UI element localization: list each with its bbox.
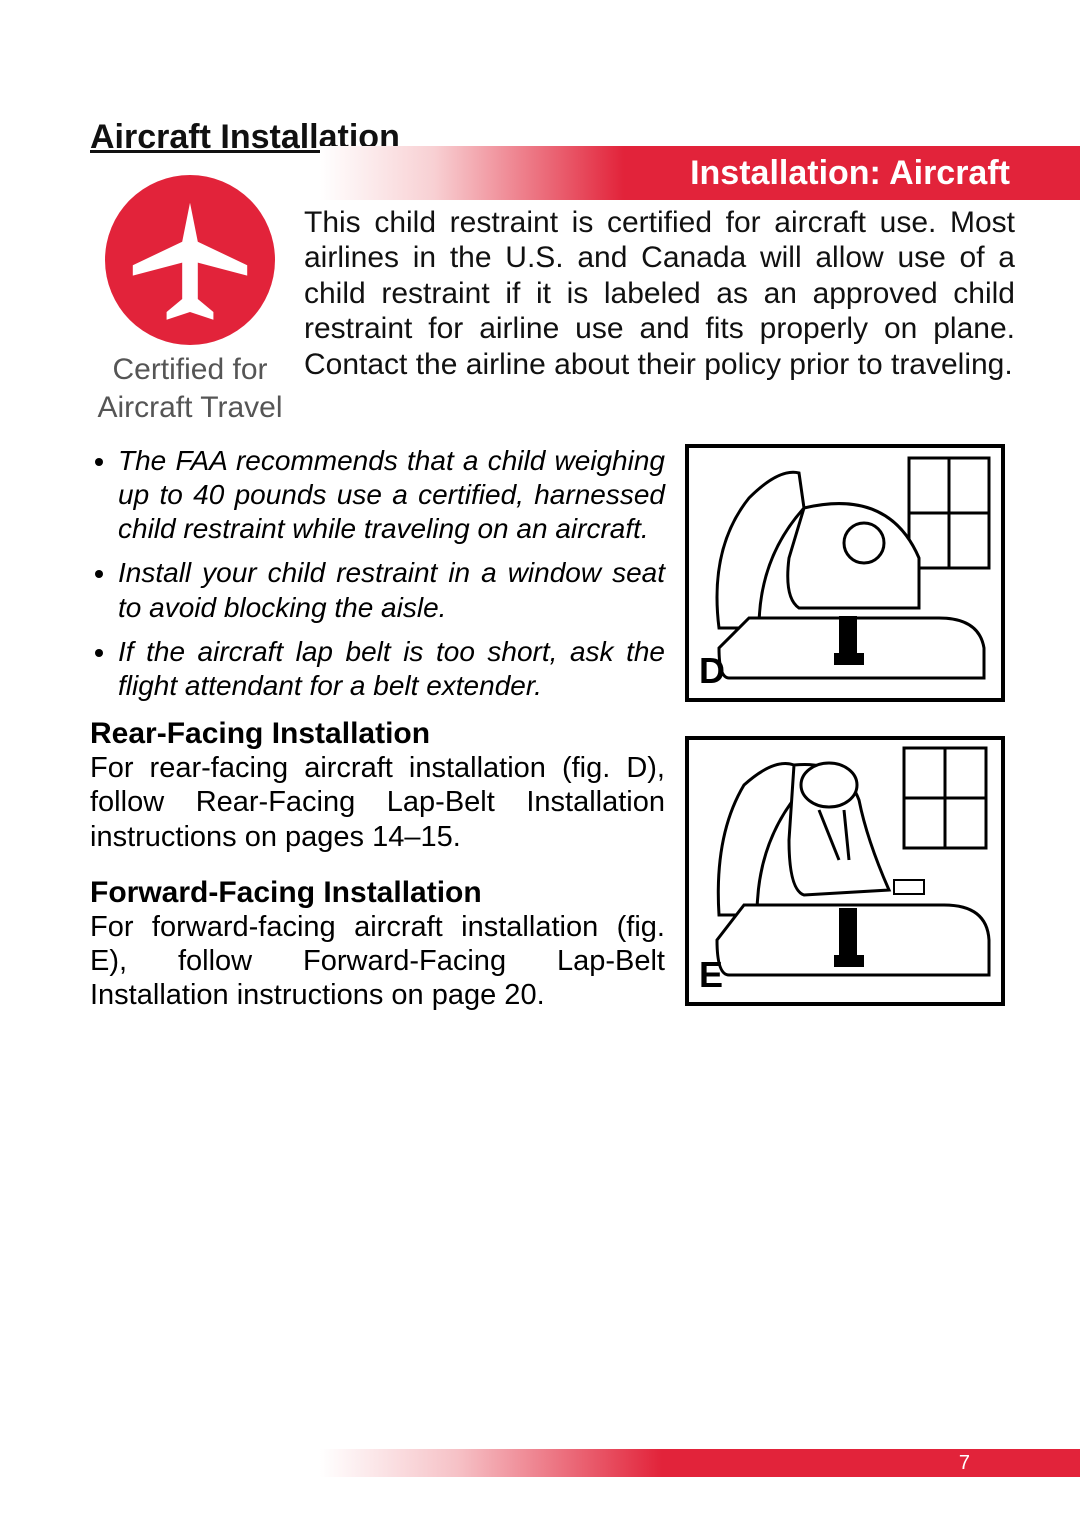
car-seat-forward-illustration-icon [689,740,1001,1002]
content-row: The FAA recommends that a child weighing… [90,444,1015,1040]
page-number: 7 [959,1452,970,1475]
document-page: Installation: Aircraft Aircraft Installa… [0,118,1080,1515]
rear-facing-heading: Rear-Facing Installation [90,717,665,751]
figure-d-label: D [699,650,725,692]
forward-facing-body: For forward-facing aircraft installation… [90,910,665,1013]
certification-caption: Certified for Aircraft Travel [90,351,290,426]
list-item: The FAA recommends that a child weighing… [118,444,665,546]
header-title: Installation: Aircraft [690,154,1010,193]
list-item: Install your child restraint in a window… [118,556,665,624]
figure-e: E [685,736,1005,1006]
intro-row: Certified for Aircraft Travel This child… [90,175,1015,426]
airplane-icon [105,175,275,345]
cert-caption-line-2: Aircraft Travel [90,389,290,427]
text-column: The FAA recommends that a child weighing… [90,444,685,1040]
rear-facing-body: For rear-facing aircraft installation (f… [90,751,665,854]
header-bar: Installation: Aircraft [320,146,1080,200]
list-item: If the aircraft lap belt is too short, a… [118,635,665,703]
figure-d: D [685,444,1005,702]
intro-paragraph: This child restraint is certified for ai… [290,175,1015,426]
figure-e-label: E [699,954,723,996]
footer-bar: 7 [320,1449,1080,1477]
bullet-list: The FAA recommends that a child weighing… [90,444,665,703]
certification-block: Certified for Aircraft Travel [90,175,290,426]
figure-column: D E [685,444,1015,1040]
cert-caption-line-1: Certified for [90,351,290,389]
forward-facing-heading: Forward-Facing Installation [90,876,665,910]
car-seat-rear-illustration-icon [689,448,1001,698]
